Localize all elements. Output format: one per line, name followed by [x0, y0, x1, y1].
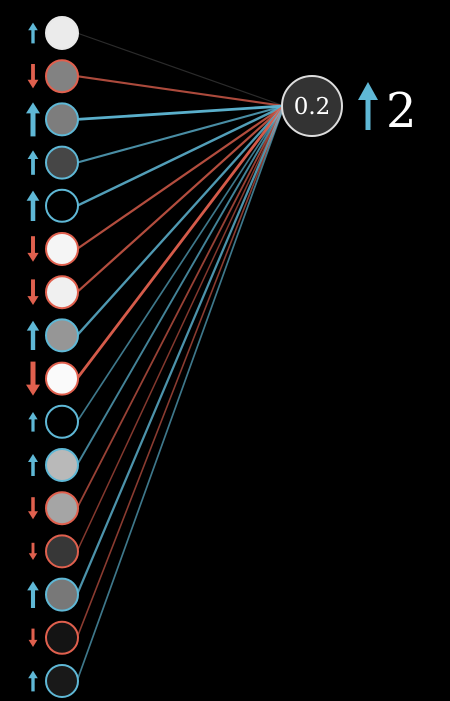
input-neuron: [45, 318, 79, 353]
input-neuron: [45, 491, 79, 526]
weight-edge: [76, 105, 285, 294]
input-neurons: [45, 16, 79, 698]
down-arrow-icon: [28, 542, 38, 560]
arrow-head: [27, 79, 39, 89]
up-arrow-icon: [26, 102, 40, 137]
weight-edge: [76, 105, 285, 552]
input-neuron: [45, 59, 79, 94]
down-arrow-icon: [28, 628, 38, 647]
arrow-head: [27, 150, 39, 159]
arrow-head: [28, 553, 38, 560]
weight-edge: [76, 105, 285, 509]
weight-edge: [75, 105, 286, 380]
input-neuron: [45, 448, 79, 482]
input-neuron: [45, 404, 79, 439]
down-arrow-icon: [27, 64, 39, 89]
weight-edge: [76, 75, 285, 108]
arrow-head: [26, 102, 40, 114]
up-arrow-icon: [28, 22, 38, 44]
arrow-head: [28, 639, 38, 647]
weight-edge: [76, 105, 285, 250]
input-neuron: [45, 620, 79, 655]
up-arrow-icon: [28, 412, 38, 432]
input-neuron: [45, 16, 79, 50]
up-arrow-icon: [27, 150, 39, 175]
weight-edge: [75, 105, 286, 596]
arrow-head: [27, 296, 39, 305]
weight-edge: [76, 104, 285, 207]
input-neuron: [45, 534, 79, 569]
input-neuron: [45, 232, 79, 266]
up-arrow-icon: [358, 82, 378, 130]
target-change-magnitude: 2: [386, 83, 417, 139]
nudge-arrows: [26, 22, 40, 692]
target-neuron: 0.2: [281, 75, 343, 137]
up-arrow-icon: [28, 670, 38, 692]
input-neuron: [45, 361, 79, 396]
down-arrow-icon: [26, 361, 40, 396]
arrow-head: [28, 511, 38, 520]
input-neuron: [45, 102, 79, 137]
arrow-head: [28, 22, 38, 31]
weight-edge: [76, 105, 285, 639]
arrow-head: [28, 670, 38, 679]
input-neuron: [45, 145, 79, 180]
up-arrow-icon: [28, 454, 38, 476]
down-arrow-icon: [28, 497, 38, 520]
arrow-head: [27, 252, 39, 262]
up-arrow-icon: [26, 320, 40, 350]
weight-edge: [76, 104, 285, 121]
arrow-head: [26, 384, 40, 396]
weight-edge: [76, 32, 285, 107]
arrow-head: [26, 320, 40, 331]
weight-edge: [76, 105, 285, 337]
input-neuron: [45, 188, 79, 223]
input-neuron: [45, 275, 79, 310]
weight-edge: [76, 105, 285, 682]
arrow-head: [28, 454, 38, 462]
input-neuron: [45, 577, 79, 612]
down-arrow-icon: [27, 236, 39, 262]
down-arrow-icon: [27, 279, 39, 305]
arrow-head: [27, 581, 39, 591]
weight-edge: [76, 105, 285, 423]
input-neuron: [45, 664, 79, 698]
weight-edge: [76, 104, 285, 164]
arrow-head: [26, 190, 40, 201]
arrow-head: [28, 412, 38, 420]
weight-edge: [76, 105, 285, 466]
target-neuron-circle: [281, 75, 343, 137]
target-activation-label: 0.2: [294, 94, 331, 120]
weight-edges: [75, 32, 286, 682]
up-arrow-icon: [27, 581, 39, 608]
target-change-indicator: 2: [358, 82, 417, 139]
up-arrow-icon: [26, 190, 40, 221]
